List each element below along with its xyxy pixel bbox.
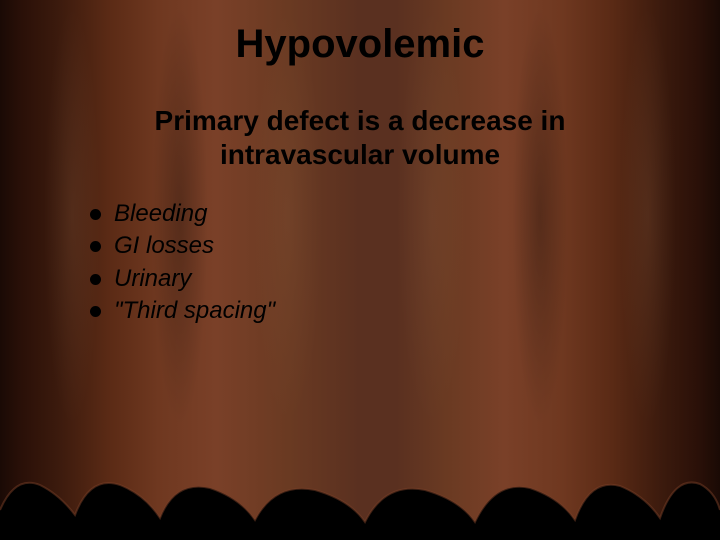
list-item: GI losses xyxy=(90,230,275,262)
list-item: "Third spacing" xyxy=(90,295,275,327)
list-item: Bleeding xyxy=(90,198,275,230)
slide-title: Hypovolemic xyxy=(0,22,720,67)
slide: Hypovolemic Primary defect is a decrease… xyxy=(0,0,720,540)
list-item: Urinary xyxy=(90,263,275,295)
slide-subtitle: Primary defect is a decrease in intravas… xyxy=(80,104,640,171)
curtain-scallop-icon xyxy=(0,470,720,540)
bullet-list: Bleeding GI losses Urinary "Third spacin… xyxy=(90,198,275,328)
